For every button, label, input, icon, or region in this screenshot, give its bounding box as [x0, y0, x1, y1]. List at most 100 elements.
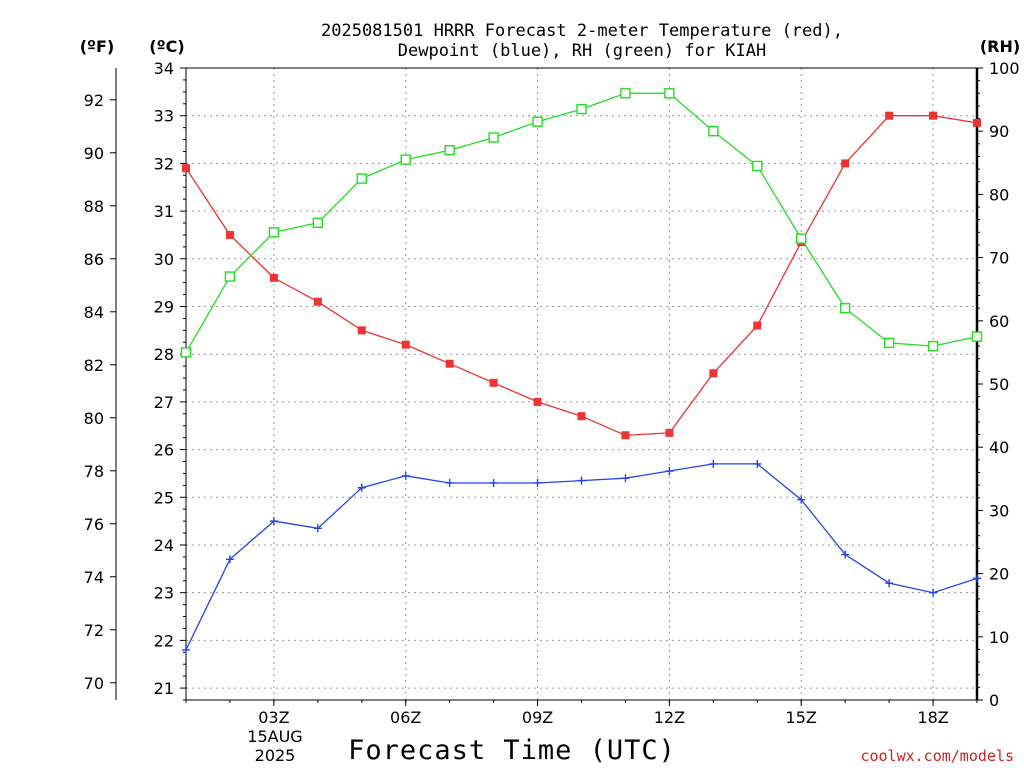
celsius-tick-label: 27 — [154, 393, 174, 412]
rh-tick-label: 30 — [989, 501, 1009, 520]
rh-point — [312, 217, 324, 229]
temperature-point — [182, 164, 190, 173]
tick-labels: 21 22 23 24 25 26 27 28 29 30 31 32 33 34 70 72 74 76 78 80… — [84, 59, 1020, 727]
credit-link[interactable]: coolwx.com/models — [860, 747, 1014, 765]
rh-tick-label: 50 — [989, 375, 1009, 394]
temperature-point — [621, 431, 630, 440]
rh-point — [971, 331, 983, 342]
rh-point — [927, 340, 939, 352]
rh-point — [268, 227, 280, 238]
temperature-point — [357, 326, 366, 335]
dewpoint-point — [797, 495, 806, 504]
rh-point — [708, 125, 719, 137]
temperature-point — [577, 412, 586, 421]
celsius-tick-label: 29 — [154, 297, 174, 316]
celsius-tick-label: 32 — [154, 154, 174, 173]
rh-tick-label: 0 — [989, 691, 999, 710]
fahrenheit-tick-label: 90 — [84, 144, 104, 163]
rh-tick-label: 80 — [989, 185, 1009, 204]
celsius-tick-label: 22 — [154, 631, 174, 650]
temperature-point — [313, 297, 322, 306]
dewpoint-point — [313, 524, 322, 533]
temperature-point — [489, 378, 498, 387]
temperature-point — [709, 369, 718, 378]
x-tick-label: 15Z — [786, 708, 817, 727]
fahrenheit-tick-label: 88 — [84, 197, 104, 216]
date-label-day: 15AUG — [247, 727, 302, 746]
temperature-series — [182, 111, 981, 440]
x-tick-label: 09Z — [522, 708, 553, 727]
celsius-tick-label: 25 — [154, 488, 174, 507]
temperature-point — [885, 111, 894, 120]
celsius-unit-label: (ºC) — [149, 37, 184, 56]
temperature-point — [401, 340, 410, 349]
rh-unit-label: (RH) — [980, 37, 1020, 56]
rh-point — [400, 154, 411, 165]
temperature-point — [973, 118, 981, 127]
dewpoint-point — [533, 478, 542, 487]
rh-point — [488, 132, 499, 143]
celsius-tick-label: 28 — [154, 345, 174, 364]
celsius-tick-label: 21 — [154, 679, 174, 698]
dewpoint-point — [841, 550, 850, 559]
dewpoint-point — [577, 476, 586, 485]
temperature-point — [533, 397, 542, 406]
rh-point — [620, 88, 631, 99]
dewpoint-point — [973, 574, 981, 583]
rh-point — [839, 302, 851, 314]
fahrenheit-tick-label: 86 — [84, 250, 104, 269]
fahrenheit-tick-label: 74 — [84, 568, 104, 587]
rh-tick-label: 10 — [989, 628, 1009, 647]
dewpoint-point — [489, 478, 498, 487]
rh-tick-label: 100 — [989, 59, 1020, 78]
celsius-tick-label: 30 — [154, 250, 174, 269]
dewpoint-point — [621, 474, 630, 483]
rh-point — [883, 337, 895, 349]
fahrenheit-tick-label: 84 — [84, 303, 104, 322]
dewpoint-point — [357, 483, 366, 492]
temperature-point — [753, 321, 762, 330]
temperature-point — [841, 159, 850, 168]
celsius-tick-label: 34 — [154, 59, 174, 78]
temperature-point — [929, 111, 938, 120]
fahrenheit-tick-label: 80 — [84, 409, 104, 428]
dewpoint-point — [445, 478, 454, 487]
rh-point — [576, 103, 587, 115]
temperature-point — [269, 273, 278, 282]
rh-series — [180, 88, 983, 358]
rh-line — [185, 92, 978, 353]
dewpoint-line — [185, 463, 978, 651]
dewpoint-point — [709, 459, 718, 468]
fahrenheit-tick-label: 92 — [84, 91, 104, 110]
fahrenheit-unit-label: (ºF) — [80, 37, 115, 56]
x-tick-label: 18Z — [917, 708, 948, 727]
chart-title-line-1: 2025081501 HRRR Forecast 2-meter Tempera… — [321, 21, 843, 41]
chart-title-line-2: Dewpoint (blue), RH (green) for KIAH — [398, 41, 766, 61]
fahrenheit-tick-label: 70 — [84, 674, 104, 693]
dewpoint-series — [182, 459, 981, 654]
rh-tick-label: 90 — [989, 122, 1009, 141]
fahrenheit-tick-label: 82 — [84, 356, 104, 375]
rh-point — [224, 271, 236, 282]
x-axis-title: Forecast Time (UTC) — [348, 735, 676, 766]
rh-point — [356, 173, 367, 184]
temperature-point — [665, 428, 674, 437]
x-tick-label: 06Z — [390, 708, 421, 727]
rh-point — [180, 347, 192, 358]
dewpoint-point — [929, 588, 938, 597]
rh-point — [796, 233, 807, 244]
dewpoint-point — [401, 471, 410, 480]
rh-point — [664, 88, 675, 99]
dewpoint-point — [665, 467, 674, 476]
dewpoint-point — [182, 645, 190, 654]
dewpoint-point — [885, 579, 894, 588]
rh-tick-label: 20 — [989, 565, 1009, 584]
rh-tick-label: 60 — [989, 312, 1009, 331]
x-tick-label: 03Z — [258, 708, 289, 727]
x-tick-label: 12Z — [654, 708, 685, 727]
rh-point — [532, 116, 543, 127]
gridlines — [186, 67, 977, 700]
fahrenheit-tick-label: 72 — [84, 621, 104, 640]
temperature-point — [445, 359, 454, 368]
